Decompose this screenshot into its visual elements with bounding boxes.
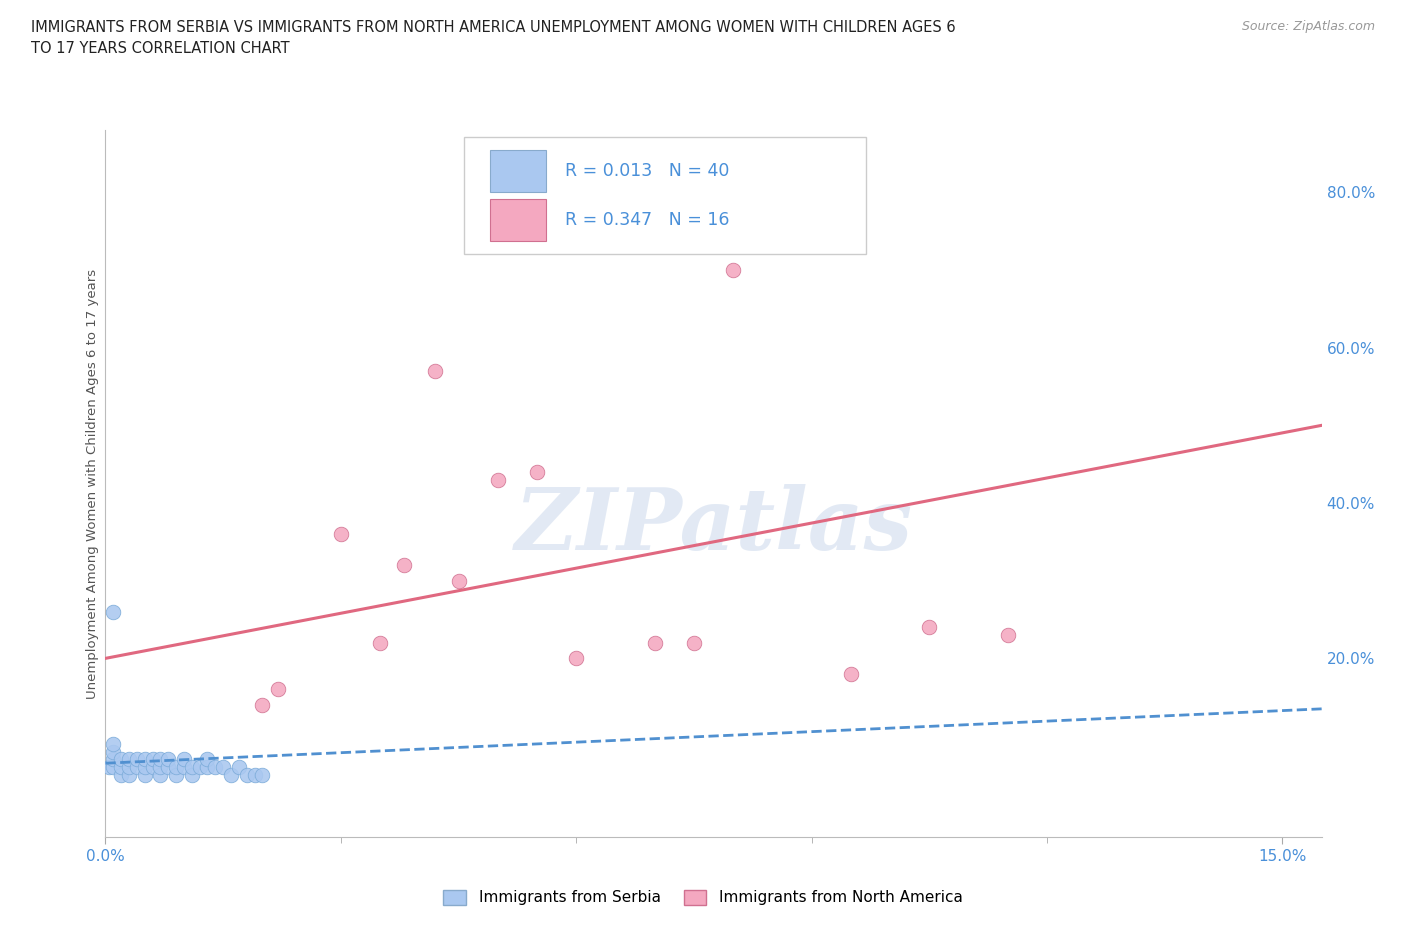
Point <box>839 667 862 682</box>
Point <box>134 767 156 782</box>
Point <box>243 767 266 782</box>
FancyBboxPatch shape <box>489 150 546 192</box>
Point <box>141 751 163 766</box>
Point <box>235 767 257 782</box>
Point <box>125 751 148 766</box>
Point <box>103 737 125 751</box>
Text: R = 0.013   N = 40: R = 0.013 N = 40 <box>565 162 730 179</box>
Point <box>125 760 148 775</box>
Point <box>149 767 172 782</box>
Point <box>157 751 180 766</box>
Y-axis label: Unemployment Among Women with Children Ages 6 to 17 years: Unemployment Among Women with Children A… <box>86 269 98 698</box>
Point <box>110 751 132 766</box>
Point <box>918 620 941 635</box>
Point <box>157 760 180 775</box>
Point <box>173 760 195 775</box>
Point <box>252 698 274 712</box>
Point <box>165 767 187 782</box>
Point <box>252 767 274 782</box>
Point <box>110 760 132 775</box>
Point <box>423 364 446 379</box>
Point <box>103 744 125 759</box>
Point <box>118 751 141 766</box>
Point <box>526 464 548 479</box>
Point <box>486 472 509 487</box>
Point <box>219 767 242 782</box>
Point <box>197 760 219 775</box>
Point <box>197 751 219 766</box>
Point <box>165 760 187 775</box>
Point <box>110 767 132 782</box>
Point <box>447 573 470 588</box>
Point <box>368 635 391 650</box>
Point <box>173 751 195 766</box>
Point <box>103 760 125 775</box>
Point <box>98 760 121 775</box>
Point <box>683 635 706 650</box>
Point <box>118 760 141 775</box>
Point <box>103 751 125 766</box>
Point <box>212 760 235 775</box>
Point <box>180 767 202 782</box>
Point <box>565 651 588 666</box>
FancyBboxPatch shape <box>464 138 866 254</box>
Text: ZIPatlas: ZIPatlas <box>515 485 912 567</box>
Point <box>134 760 156 775</box>
Legend: Immigrants from Serbia, Immigrants from North America: Immigrants from Serbia, Immigrants from … <box>436 883 970 913</box>
Point <box>149 751 172 766</box>
Point <box>103 604 125 619</box>
Point <box>118 767 141 782</box>
Point <box>228 760 250 775</box>
Point <box>644 635 666 650</box>
Point <box>149 760 172 775</box>
Text: IMMIGRANTS FROM SERBIA VS IMMIGRANTS FROM NORTH AMERICA UNEMPLOYMENT AMONG WOMEN: IMMIGRANTS FROM SERBIA VS IMMIGRANTS FRO… <box>31 20 956 35</box>
Point <box>141 760 163 775</box>
Point <box>329 526 352 541</box>
Text: Source: ZipAtlas.com: Source: ZipAtlas.com <box>1241 20 1375 33</box>
FancyBboxPatch shape <box>489 199 546 241</box>
Point <box>721 262 744 277</box>
Point <box>997 628 1019 643</box>
Point <box>204 760 226 775</box>
Text: R = 0.347   N = 16: R = 0.347 N = 16 <box>565 211 730 230</box>
Point <box>134 751 156 766</box>
Text: TO 17 YEARS CORRELATION CHART: TO 17 YEARS CORRELATION CHART <box>31 41 290 56</box>
Point <box>392 558 415 573</box>
Point <box>180 760 202 775</box>
Point <box>188 760 211 775</box>
Point <box>267 682 290 697</box>
